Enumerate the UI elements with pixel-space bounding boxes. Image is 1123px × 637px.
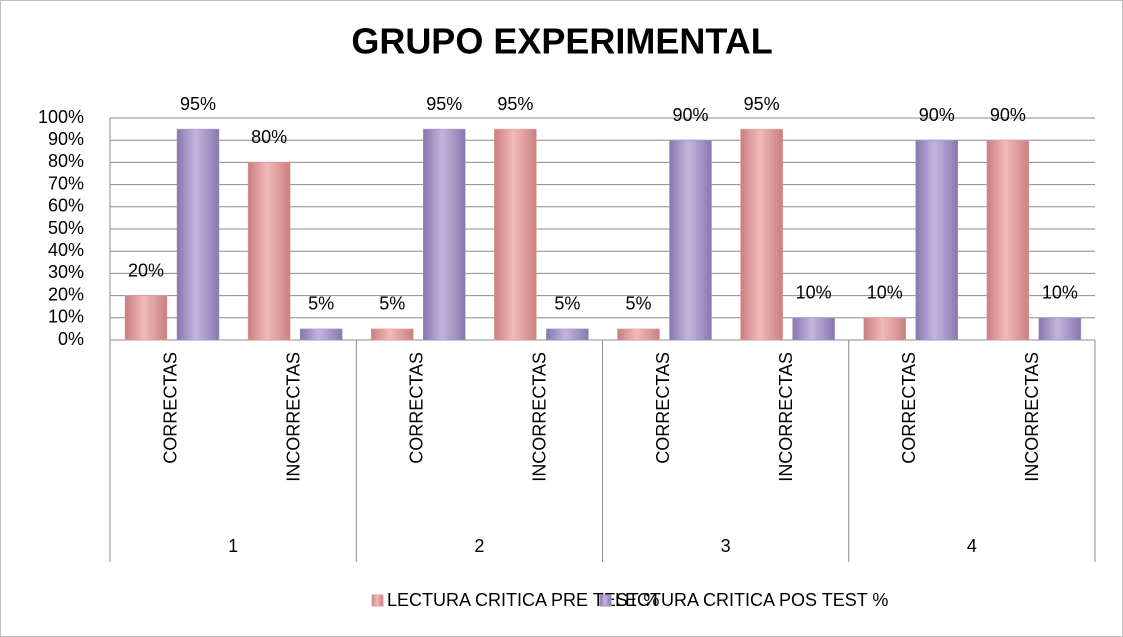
bar <box>1038 317 1082 341</box>
x-tick-label: INCORRECTAS <box>283 352 303 482</box>
legend-label: LECTURA CRITICA PRE TEST % <box>387 590 659 610</box>
data-label: 10% <box>867 283 903 303</box>
bar <box>863 317 906 341</box>
data-label: 5% <box>308 294 334 314</box>
group-label: 2 <box>474 536 484 556</box>
data-label: 10% <box>1042 283 1078 303</box>
bar <box>546 328 589 341</box>
bar <box>669 139 712 341</box>
x-tick-label: CORRECTAS <box>160 352 180 464</box>
y-tick-label: 30% <box>48 262 84 282</box>
bar <box>371 328 414 341</box>
x-tick-label: CORRECTAS <box>653 352 673 464</box>
y-tick-label: 0% <box>58 329 84 349</box>
group-label: 3 <box>721 536 731 556</box>
data-label: 95% <box>744 94 780 114</box>
bar <box>740 128 783 341</box>
data-label: 10% <box>796 283 832 303</box>
bar <box>176 128 220 341</box>
bar <box>986 139 1030 341</box>
data-label: 5% <box>625 294 651 314</box>
data-label: 90% <box>919 105 955 125</box>
x-tick-label: INCORRECTAS <box>776 352 796 482</box>
x-tick-label: INCORRECTAS <box>530 352 550 482</box>
group-label: 1 <box>228 536 238 556</box>
data-label: 20% <box>128 260 164 280</box>
x-tick-label: CORRECTAS <box>407 352 427 464</box>
bar <box>247 162 291 341</box>
y-tick-label: 10% <box>48 307 84 327</box>
x-tick-label: CORRECTAS <box>899 352 919 464</box>
legend-swatch <box>371 594 384 607</box>
y-tick-label: 80% <box>48 151 84 171</box>
chart-title: GRUPO EXPERIMENTAL <box>351 21 772 62</box>
bar <box>617 328 660 341</box>
bar <box>915 139 958 341</box>
data-label: 5% <box>379 294 405 314</box>
data-label: 95% <box>497 94 533 114</box>
data-label: 5% <box>554 294 580 314</box>
data-label: 95% <box>180 94 216 114</box>
data-label: 80% <box>251 127 287 147</box>
bar <box>299 328 343 341</box>
y-tick-label: 90% <box>48 129 84 149</box>
bar <box>494 128 537 341</box>
y-tick-label: 40% <box>48 240 84 260</box>
bar <box>423 128 466 341</box>
group-label: 4 <box>967 536 977 556</box>
data-label: 90% <box>672 105 708 125</box>
bar <box>124 295 168 341</box>
data-label: 90% <box>990 105 1026 125</box>
legend-swatch <box>599 594 612 607</box>
data-label: 95% <box>426 94 462 114</box>
x-tick-label: INCORRECTAS <box>1022 352 1042 482</box>
y-tick-label: 50% <box>48 218 84 238</box>
y-tick-label: 70% <box>48 173 84 193</box>
y-tick-label: 20% <box>48 284 84 304</box>
bar <box>792 317 835 341</box>
legend-label: LECTURA CRITICA POS TEST % <box>615 590 888 610</box>
y-tick-label: 60% <box>48 196 84 216</box>
y-tick-label: 100% <box>38 107 84 127</box>
